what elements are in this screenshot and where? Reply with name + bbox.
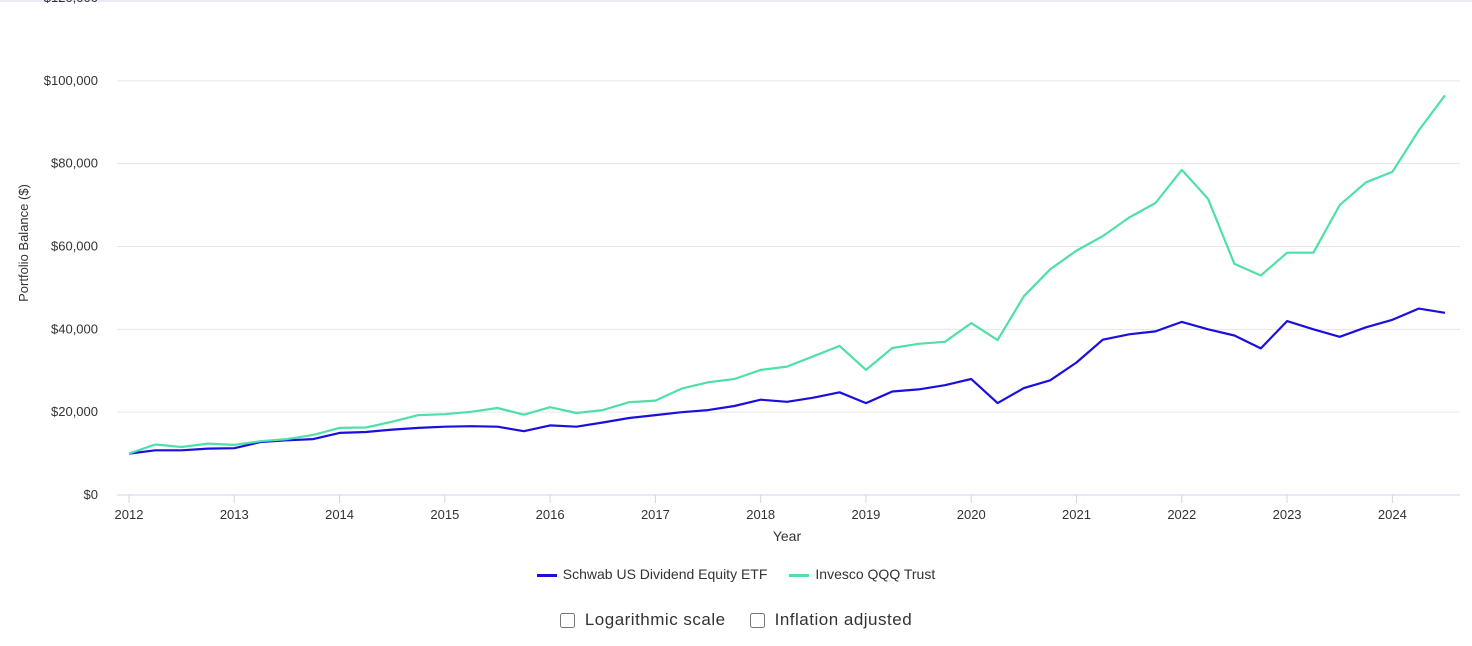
x-tick-label: 2013 [220, 507, 249, 522]
legend-swatch [536, 573, 557, 577]
x-tick-label: 2021 [1062, 507, 1091, 522]
checkbox[interactable] [749, 612, 765, 628]
x-tick-label: 2018 [746, 507, 775, 522]
x-tick-label: 2022 [1167, 507, 1196, 522]
series-line [128, 307, 1446, 455]
x-tick-label: 2019 [851, 507, 880, 522]
option-label: Inflation adjusted [774, 610, 913, 629]
y-tick-label: $40,000 [51, 321, 98, 336]
x-tick-label: 2012 [115, 507, 144, 522]
chart: Portfolio Balance ($) Year $0 $20,000 $40,… [16, 0, 1460, 544]
legend-item[interactable]: Schwab US Dividend Equity ETF [536, 566, 768, 582]
series-line [128, 94, 1446, 455]
y-tick-label: $100,000 [44, 73, 98, 88]
option[interactable]: Logarithmic scale [559, 610, 726, 630]
x-tick-label: 2023 [1273, 507, 1302, 522]
y-tick-label: $0 [84, 487, 98, 502]
y-axis-title: Portfolio Balance ($) [16, 184, 31, 302]
option-label: Logarithmic scale [584, 610, 726, 629]
x-tick-label: 2024 [1378, 507, 1407, 522]
checkbox[interactable] [559, 612, 575, 628]
x-tick-label: 2014 [325, 507, 354, 522]
legend-swatch [789, 573, 810, 577]
x-tick-label: 2017 [641, 507, 670, 522]
y-tick-label: $120,000 [44, 0, 98, 5]
top-border [0, 0, 1472, 2]
legend-label: Invesco QQQ Trust [815, 566, 936, 582]
y-tick-label: $60,000 [51, 239, 98, 254]
options: Logarithmic scale Inflation adjusted [0, 610, 1472, 630]
x-tick-label: 2016 [536, 507, 565, 522]
x-tick-label: 2015 [430, 507, 459, 522]
legend-item[interactable]: Invesco QQQ Trust [789, 566, 935, 582]
option[interactable]: Inflation adjusted [749, 610, 913, 630]
y-tick-label: $20,000 [51, 404, 98, 419]
x-tick-label: 2020 [957, 507, 986, 522]
y-tick-label: $80,000 [51, 156, 98, 171]
x-axis-title: Year [773, 528, 802, 544]
legend-label: Schwab US Dividend Equity ETF [562, 566, 768, 582]
legend: Schwab US Dividend Equity ETF Invesco QQQ… [0, 566, 1472, 582]
